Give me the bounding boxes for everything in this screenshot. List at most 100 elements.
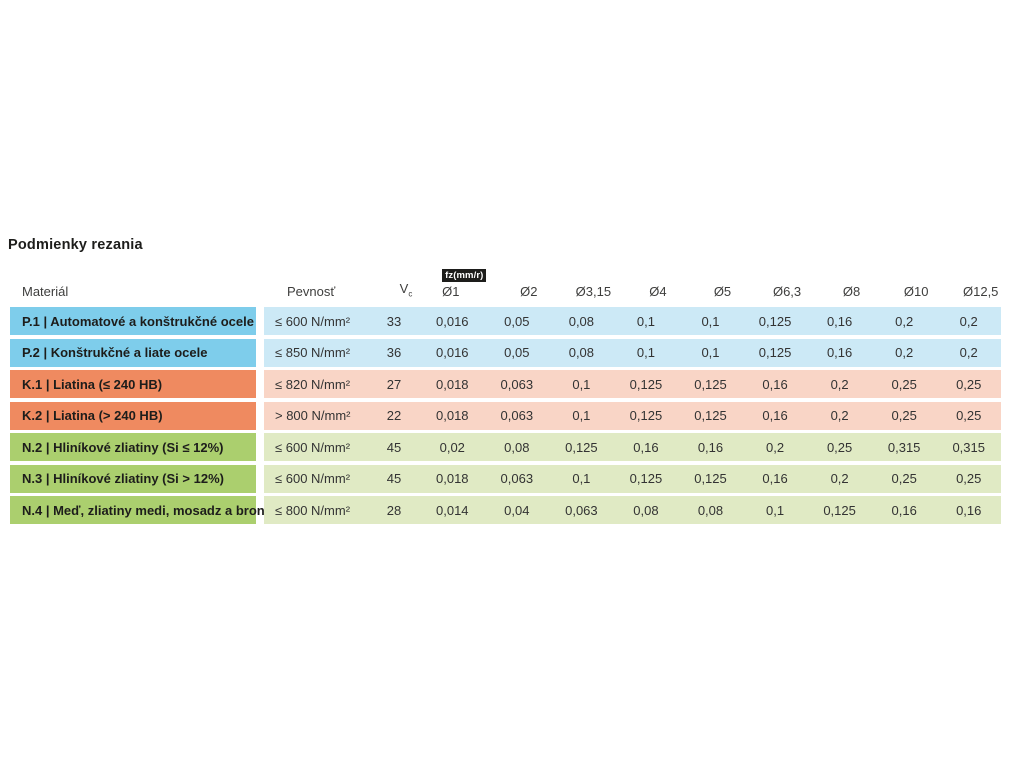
fz-cell: 0,25 [826, 439, 853, 455]
pevnost-cell: > 800 N/mm² [275, 408, 351, 423]
fz-cell: 0,25 [891, 408, 917, 423]
material-cell: N.2 | Hliníkové zliatiny (Si ≤ 12%) [10, 433, 256, 461]
table-body: P.1 | Automatové a konštrukčné ocele ≤ 6… [10, 307, 1013, 524]
vc-cell: 33 [386, 313, 402, 329]
fz-cell: 0,125 [694, 471, 727, 486]
fz-cell: 0,2 [895, 313, 914, 329]
material-cell: K.1 | Liatina (≤ 240 HB) [10, 370, 256, 398]
column-header-d6: Ø6,3 [772, 284, 802, 299]
vc-cell: 22 [386, 408, 402, 423]
fz-cell: 0,25 [956, 376, 982, 392]
column-header-vc: Vc [380, 281, 432, 299]
table-row: K.1 | Liatina (≤ 240 HB) ≤ 820 N/mm² 27 … [10, 370, 1013, 398]
table-row: N.4 | Meď, zliatiny medi, mosadz a bronz… [10, 496, 1013, 524]
fz-cell: 0,063 [565, 502, 598, 518]
d1-header-stack: fz(mm/r) Ø1 [442, 269, 487, 299]
column-header-d4: Ø4 [649, 284, 667, 299]
fz-cell: 0,02 [439, 439, 465, 455]
fz-cell: 0,125 [629, 408, 663, 423]
fz-cell: 0,1 [572, 376, 591, 392]
fz-cell: 0,125 [758, 313, 792, 329]
fz-cell: 0,1 [701, 345, 720, 360]
pevnost-cell: ≤ 800 N/mm² [275, 502, 351, 518]
fz-cell: 0,16 [826, 345, 853, 360]
fz-cell: 0,08 [697, 502, 724, 518]
table-row: P.1 | Automatové a konštrukčné ocele ≤ 6… [10, 307, 1013, 335]
fz-cell: 0,315 [952, 439, 985, 455]
fz-cell: 0,125 [758, 345, 792, 360]
vc-cell: 28 [386, 502, 402, 518]
column-header-d2: Ø2 [520, 284, 538, 299]
cutting-conditions-table: Materiál Pevnosť Vc fz(mm/r) Ø1 Ø2 Ø3,15… [10, 263, 1013, 524]
row-data-strip: ≤ 800 N/mm² 28 0,014 0,04 0,063 0,08 0,0… [264, 496, 1001, 524]
fz-cell: 0,063 [500, 376, 534, 392]
row-divider [256, 307, 264, 335]
fz-cell: 0,05 [504, 313, 530, 329]
d1-label: Ø1 [442, 284, 460, 299]
material-cell: K.2 | Liatina (> 240 HB) [10, 401, 256, 430]
fz-cell: 0,1 [636, 345, 655, 360]
table-header-strip: Pevnosť Vc fz(mm/r) Ø1 Ø2 Ø3,15 Ø4 Ø5 Ø6… [276, 266, 1013, 299]
fz-cell: 0,16 [762, 408, 788, 423]
fz-cell: 0,018 [436, 471, 469, 486]
fz-cell: 0,125 [694, 376, 727, 392]
row-data-strip: > 800 N/mm² 22 0,018 0,063 0,1 0,125 0,1… [264, 401, 1001, 430]
fz-cell: 0,2 [959, 345, 978, 360]
row-divider [256, 402, 264, 430]
fz-cell: 0,16 [697, 439, 724, 455]
fz-cell: 0,125 [694, 408, 727, 423]
fz-cell: 0,1 [701, 313, 720, 329]
fz-cell: 0,25 [891, 471, 917, 486]
fz-cell: 0,315 [887, 439, 921, 455]
fz-cell: 0,1 [572, 471, 591, 486]
fz-cell: 0,2 [895, 345, 914, 360]
table-row: N.3 | Hliníkové zliatiny (Si > 12%) ≤ 60… [10, 464, 1013, 493]
table-header-row: Materiál Pevnosť Vc fz(mm/r) Ø1 Ø2 Ø3,15… [10, 263, 1013, 305]
vc-symbol: V [399, 281, 409, 297]
table-row: N.2 | Hliníkové zliatiny (Si ≤ 12%) ≤ 60… [10, 433, 1013, 461]
fz-cell: 0,2 [830, 471, 849, 486]
row-data-strip: ≤ 600 N/mm² 45 0,02 0,08 0,125 0,16 0,16… [264, 433, 1001, 461]
fz-cell: 0,08 [633, 502, 659, 518]
fz-cell: 0,1 [636, 313, 655, 329]
pevnost-cell: ≤ 600 N/mm² [275, 471, 351, 486]
vc-cell: 27 [386, 376, 402, 392]
column-header-material: Materiál [22, 284, 69, 299]
column-header-d9: Ø12,5 [963, 284, 999, 299]
fz-cell: 0,063 [500, 471, 534, 486]
fz-cell: 0,018 [436, 408, 469, 423]
row-divider [256, 339, 264, 367]
column-header-d8: Ø10 [903, 284, 929, 299]
material-cell: P.2 | Konštrukčné a liate ocele [10, 338, 256, 367]
fz-cell: 0,08 [568, 345, 595, 360]
fz-cell: 0,16 [891, 502, 917, 518]
table-row: P.2 | Konštrukčné a liate ocele ≤ 850 N/… [10, 338, 1013, 367]
row-divider [256, 465, 264, 493]
fz-cell: 0,2 [830, 376, 849, 392]
fz-cell: 0,25 [956, 408, 982, 423]
fz-cell: 0,25 [956, 471, 982, 486]
fz-cell: 0,2 [830, 408, 849, 423]
fz-cell: 0,16 [826, 313, 853, 329]
fz-cell: 0,063 [500, 408, 534, 423]
row-data-strip: ≤ 600 N/mm² 45 0,018 0,063 0,1 0,125 0,1… [264, 464, 1001, 493]
vc-cell: 45 [386, 471, 402, 486]
pevnost-cell: ≤ 850 N/mm² [275, 345, 351, 360]
fz-cell: 0,014 [436, 502, 469, 518]
fz-cell: 0,125 [565, 439, 598, 455]
row-data-strip: ≤ 600 N/mm² 33 0,016 0,05 0,08 0,1 0,1 0… [264, 307, 1001, 335]
material-cell: N.4 | Meď, zliatiny medi, mosadz a bronz [10, 496, 271, 524]
row-divider [256, 496, 264, 524]
row-data-strip: ≤ 820 N/mm² 27 0,018 0,063 0,1 0,125 0,1… [264, 370, 1001, 398]
section-title: Podmienky rezania [8, 237, 143, 253]
column-header-d3: Ø3,15 [575, 284, 612, 299]
column-header-d1: fz(mm/r) Ø1 [432, 266, 497, 299]
pevnost-cell: ≤ 600 N/mm² [275, 439, 351, 455]
vc-cell: 36 [386, 345, 402, 360]
vc-cell: 45 [386, 439, 402, 455]
cutting-conditions-section: Podmienky rezania Materiál Pevnosť Vc fz… [8, 237, 1013, 524]
fz-cell: 0,04 [504, 502, 530, 518]
column-header-pevnost: Pevnosť [287, 284, 336, 299]
pevnost-cell: ≤ 600 N/mm² [275, 313, 351, 329]
fz-cell: 0,125 [629, 471, 663, 486]
